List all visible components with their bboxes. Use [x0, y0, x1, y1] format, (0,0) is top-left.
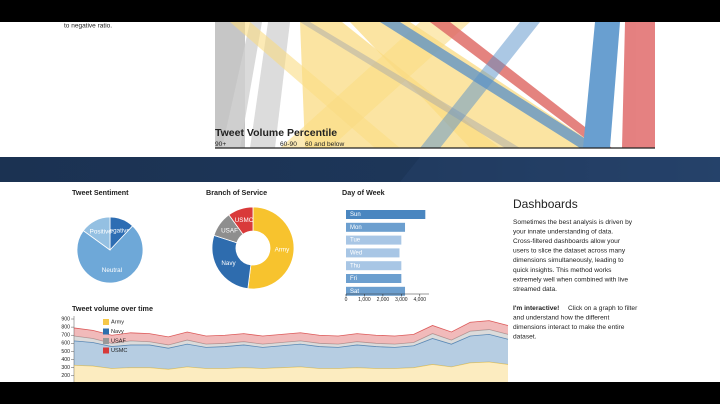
- pie-slice: [82, 216, 111, 251]
- bar: [346, 210, 426, 219]
- legend-swatch: [103, 347, 109, 354]
- area-edge: [73, 320, 509, 338]
- slice-label: USMC: [235, 217, 254, 224]
- y-tick-label: 200: [61, 373, 70, 379]
- slice-label: USAF: [221, 228, 238, 235]
- area: [74, 334, 508, 370]
- bar-label: Sat: [350, 289, 359, 295]
- top-letterbox: [0, 0, 720, 22]
- intro-text: to negative ratio.: [64, 23, 112, 30]
- legend-swatch: [103, 319, 109, 325]
- area-edge: [73, 361, 509, 370]
- x-tick-label: 0: [345, 297, 348, 303]
- parallel-sets-ribbons: [215, 22, 655, 148]
- chart-title: Branch of Service: [206, 188, 267, 197]
- area: [74, 329, 508, 349]
- chart-title: Tweet Sentiment: [72, 188, 129, 197]
- slice-label: Army: [275, 246, 291, 253]
- x-tick-label: 3,000: [395, 297, 408, 303]
- bar: [346, 286, 406, 296]
- interactive-line: Click on a graph to filter: [568, 305, 638, 312]
- legend-swatch: [103, 328, 109, 335]
- area-edge: [73, 329, 509, 346]
- chart-title: Tweet Volume Percentile: [215, 127, 337, 139]
- legend-label: Navy: [111, 329, 124, 335]
- paragraph-line: extremely well when combined with live: [513, 276, 628, 283]
- pie-slice: [228, 206, 254, 235]
- band-accent: [400, 157, 720, 182]
- y-tick-label: 800: [61, 324, 70, 330]
- interactive-label: I'm interactive!: [513, 305, 559, 312]
- paragraph-line: streamed data.: [513, 286, 557, 293]
- area-edge: [73, 334, 509, 349]
- interactive-line: dimensions interact to make the entire: [513, 324, 625, 331]
- dashboards-title: Dashboards: [513, 197, 578, 211]
- dimension-label: 90+: [215, 141, 226, 148]
- bar: [346, 235, 402, 245]
- y-tick-label: 700: [61, 333, 70, 339]
- legend-swatch: [103, 338, 109, 344]
- pie-slice: [76, 225, 144, 284]
- bar: [346, 222, 406, 232]
- interactive-line: dataset.: [513, 334, 537, 341]
- paragraph-line: Cross-filtered dashboards allow your: [513, 238, 621, 245]
- y-tick-label: 900: [61, 316, 70, 322]
- dimension-label: 60-90: [280, 141, 297, 148]
- bar-label: Tue: [350, 238, 361, 244]
- chart-title: Tweet volume over time: [72, 304, 153, 313]
- slice-label: Navy: [221, 260, 236, 267]
- slice-label: Negative: [105, 228, 130, 235]
- legend-label: USMC: [111, 348, 127, 354]
- bar-label: Mon: [350, 225, 362, 231]
- dimension-label: 60 and below: [305, 141, 344, 148]
- interactive-line: and understand how the different: [513, 314, 609, 321]
- bar: [346, 274, 402, 283]
- x-tick-label: 1,000: [358, 297, 371, 303]
- paragraph-line: your innate understanding of data.: [513, 228, 613, 235]
- y-tick-label: 500: [61, 349, 70, 355]
- x-tick-label: 2,000: [377, 297, 390, 303]
- slice-label: Positive: [90, 228, 113, 235]
- bar: [346, 248, 400, 258]
- bar: [346, 261, 402, 271]
- bar-label: Fri: [350, 276, 357, 282]
- paragraph-line: Sometimes the best analysis is driven by: [513, 219, 633, 226]
- bottom-letterbox: [0, 382, 720, 404]
- y-tick-label: 300: [61, 365, 70, 371]
- area: [74, 320, 508, 345]
- bar-label: Thu: [350, 263, 360, 269]
- bar-label: Sun: [350, 212, 361, 218]
- legend-label: Army: [111, 319, 124, 325]
- chart-title: Day of Week: [342, 188, 385, 197]
- dashboards-text: Sometimes the best analysis is driven by…: [513, 219, 638, 341]
- paragraph-line: dimensions simultaneously, leading to: [513, 257, 624, 264]
- paragraph-line: quick insights. This method works: [513, 267, 612, 274]
- y-tick-label: 400: [61, 357, 70, 363]
- slice-label: Neutral: [102, 267, 122, 274]
- bar-label: Wed: [350, 250, 362, 256]
- pie-slice: [211, 234, 252, 290]
- x-tick-label: 4,000: [414, 297, 427, 303]
- paragraph-line: users to slice the dataset across many: [513, 248, 626, 255]
- pie-slice: [247, 206, 295, 290]
- y-tick-label: 600: [61, 341, 70, 347]
- legend-label: USAF: [111, 338, 127, 344]
